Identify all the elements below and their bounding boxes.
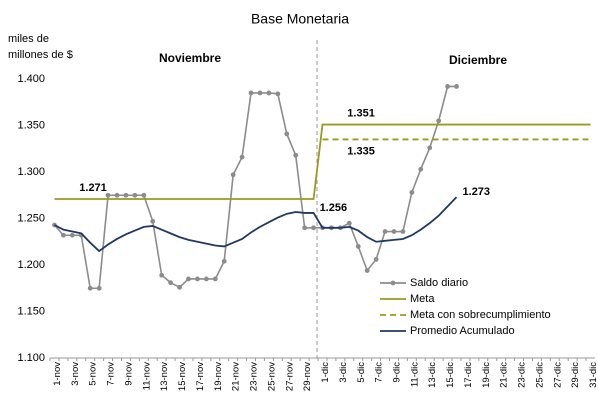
x-tick-label: 17-nov — [195, 362, 206, 391]
x-tick-label: 15-nov — [177, 362, 188, 391]
point — [311, 225, 316, 231]
x-tick-label: 19-nov — [213, 362, 224, 391]
legend-label: Saldo diario — [410, 277, 468, 289]
x-tick-label: 11-nov — [141, 362, 152, 391]
value-label: 1.351 — [347, 107, 375, 119]
x-tick-label: 7-nov — [106, 362, 117, 386]
point — [186, 276, 191, 282]
x-tick-label: 21-nov — [231, 362, 242, 391]
point — [445, 84, 450, 89]
x-tick-label: 9-dic — [391, 362, 402, 383]
y-tick-label: 1.400 — [17, 73, 45, 85]
y-tick-label: 1.250 — [17, 212, 45, 224]
chart-title: Base Monetaria — [251, 11, 349, 27]
x-tick-label: 7-dic — [374, 362, 385, 383]
point — [105, 192, 111, 198]
y-tick-label: 1.300 — [17, 166, 45, 178]
x-tick-label: 5-dic — [356, 362, 367, 383]
legend-label: Meta — [410, 293, 435, 305]
point — [150, 218, 156, 224]
x-tick-label: 27-dic — [552, 362, 563, 388]
x-tick-label: 21-dic — [499, 362, 510, 388]
y-tick-label: 1.200 — [17, 259, 45, 271]
point — [195, 276, 200, 282]
y-tick-label: 1.350 — [17, 119, 45, 131]
point — [418, 166, 424, 172]
point — [123, 192, 129, 198]
point — [248, 90, 254, 96]
x-tick-label: 1-nov — [52, 362, 63, 386]
legend-label: Promedio Acumulado — [410, 325, 515, 337]
point — [409, 190, 415, 195]
section-label: Diciembre — [449, 53, 507, 67]
point — [391, 229, 397, 234]
point — [373, 257, 379, 262]
x-tick-label: 29-nov — [302, 362, 313, 391]
point — [87, 285, 93, 291]
x-tick-label: 3-nov — [70, 362, 81, 386]
point — [266, 90, 272, 96]
series-line — [53, 85, 457, 290]
point — [427, 145, 433, 151]
point — [230, 172, 236, 178]
x-tick-label: 1-dic — [320, 362, 331, 383]
point — [284, 131, 290, 137]
point — [355, 244, 361, 249]
point — [141, 192, 147, 198]
point — [382, 229, 388, 234]
point — [203, 276, 209, 282]
x-tick-label: 13-dic — [427, 362, 438, 388]
y-axis-label: millones de $ — [8, 49, 73, 61]
point — [212, 276, 218, 282]
value-label: 1.335 — [347, 145, 375, 157]
series-line — [54, 123, 591, 200]
point — [436, 118, 442, 124]
y-axis-label: miles de — [8, 33, 49, 45]
legend-marker — [390, 280, 396, 286]
x-tick-label: 23-nov — [249, 362, 260, 391]
point — [132, 192, 138, 198]
point — [96, 285, 102, 291]
legend-label: Meta con sobrecumplimiento — [410, 309, 551, 321]
point — [400, 229, 406, 234]
x-tick-label: 19-dic — [481, 362, 492, 388]
point — [177, 284, 182, 290]
point — [114, 192, 120, 198]
point — [257, 90, 263, 96]
x-tick-label: 5-nov — [88, 362, 99, 386]
point — [221, 258, 227, 264]
point — [275, 91, 281, 97]
x-tick-label: 15-dic — [445, 362, 456, 388]
point — [293, 152, 299, 158]
point — [364, 268, 370, 273]
point — [168, 280, 174, 286]
point — [302, 225, 308, 231]
y-tick-label: 1.100 — [17, 352, 45, 364]
point — [454, 84, 459, 89]
x-tick-label: 29-dic — [570, 362, 581, 388]
point — [239, 154, 245, 160]
series-line — [54, 196, 458, 253]
x-tick-label: 23-dic — [517, 362, 528, 388]
x-tick-label: 17-dic — [463, 362, 474, 388]
value-label: 1.271 — [79, 182, 107, 194]
x-tick-label: 27-nov — [284, 362, 295, 391]
x-tick-label: 25-nov — [266, 362, 277, 391]
x-tick-label: 31-dic — [588, 362, 598, 388]
section-label: Noviembre — [159, 51, 221, 65]
y-tick-label: 1.150 — [17, 305, 45, 317]
point — [61, 232, 66, 238]
x-tick-label: 9-nov — [123, 362, 134, 386]
x-tick-label: 3-dic — [338, 362, 349, 383]
point — [159, 272, 165, 278]
x-tick-label: 11-dic — [409, 362, 420, 387]
point — [69, 232, 75, 238]
value-label: 1.273 — [463, 186, 491, 198]
x-tick-label: 13-nov — [159, 362, 170, 391]
value-label: 1.256 — [320, 202, 348, 214]
x-tick-label: 25-dic — [534, 362, 545, 388]
point — [346, 220, 352, 226]
